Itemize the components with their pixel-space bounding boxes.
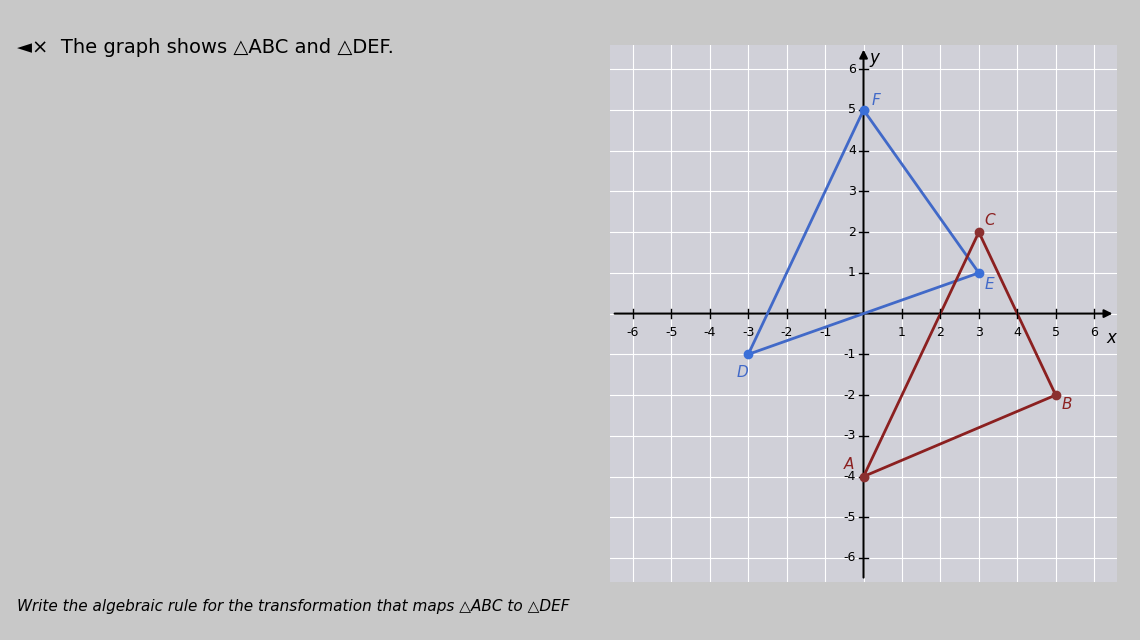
Text: F: F xyxy=(871,93,880,108)
Text: B: B xyxy=(1061,397,1072,412)
Text: 3: 3 xyxy=(975,326,983,339)
Text: 4: 4 xyxy=(848,144,856,157)
Text: 3: 3 xyxy=(848,185,856,198)
Text: A: A xyxy=(844,458,854,472)
Text: D: D xyxy=(736,365,748,380)
Text: C: C xyxy=(985,213,995,228)
Text: -3: -3 xyxy=(742,326,755,339)
Text: 5: 5 xyxy=(1052,326,1060,339)
Text: 6: 6 xyxy=(848,63,856,76)
Text: -5: -5 xyxy=(844,511,856,524)
Text: -4: -4 xyxy=(844,470,856,483)
Text: 5: 5 xyxy=(848,104,856,116)
Text: -4: -4 xyxy=(703,326,716,339)
Text: -6: -6 xyxy=(844,552,856,564)
Text: -2: -2 xyxy=(844,388,856,401)
Text: -3: -3 xyxy=(844,429,856,442)
Text: -1: -1 xyxy=(844,348,856,361)
Text: 2: 2 xyxy=(848,226,856,239)
Text: -2: -2 xyxy=(781,326,793,339)
Text: 2: 2 xyxy=(936,326,944,339)
Text: -5: -5 xyxy=(665,326,677,339)
Text: Write the algebraic rule for the transformation that maps △ABC to △DEF: Write the algebraic rule for the transfo… xyxy=(17,600,570,614)
Text: x: x xyxy=(1107,329,1116,347)
Text: 4: 4 xyxy=(1013,326,1021,339)
Text: 6: 6 xyxy=(1090,326,1098,339)
Text: y: y xyxy=(870,49,879,67)
Text: -1: -1 xyxy=(819,326,831,339)
Text: E: E xyxy=(985,277,994,292)
Text: 1: 1 xyxy=(898,326,906,339)
Text: ◄×  The graph shows △ABC and △DEF.: ◄× The graph shows △ABC and △DEF. xyxy=(17,38,394,58)
Text: 1: 1 xyxy=(848,266,856,280)
Text: -6: -6 xyxy=(627,326,640,339)
